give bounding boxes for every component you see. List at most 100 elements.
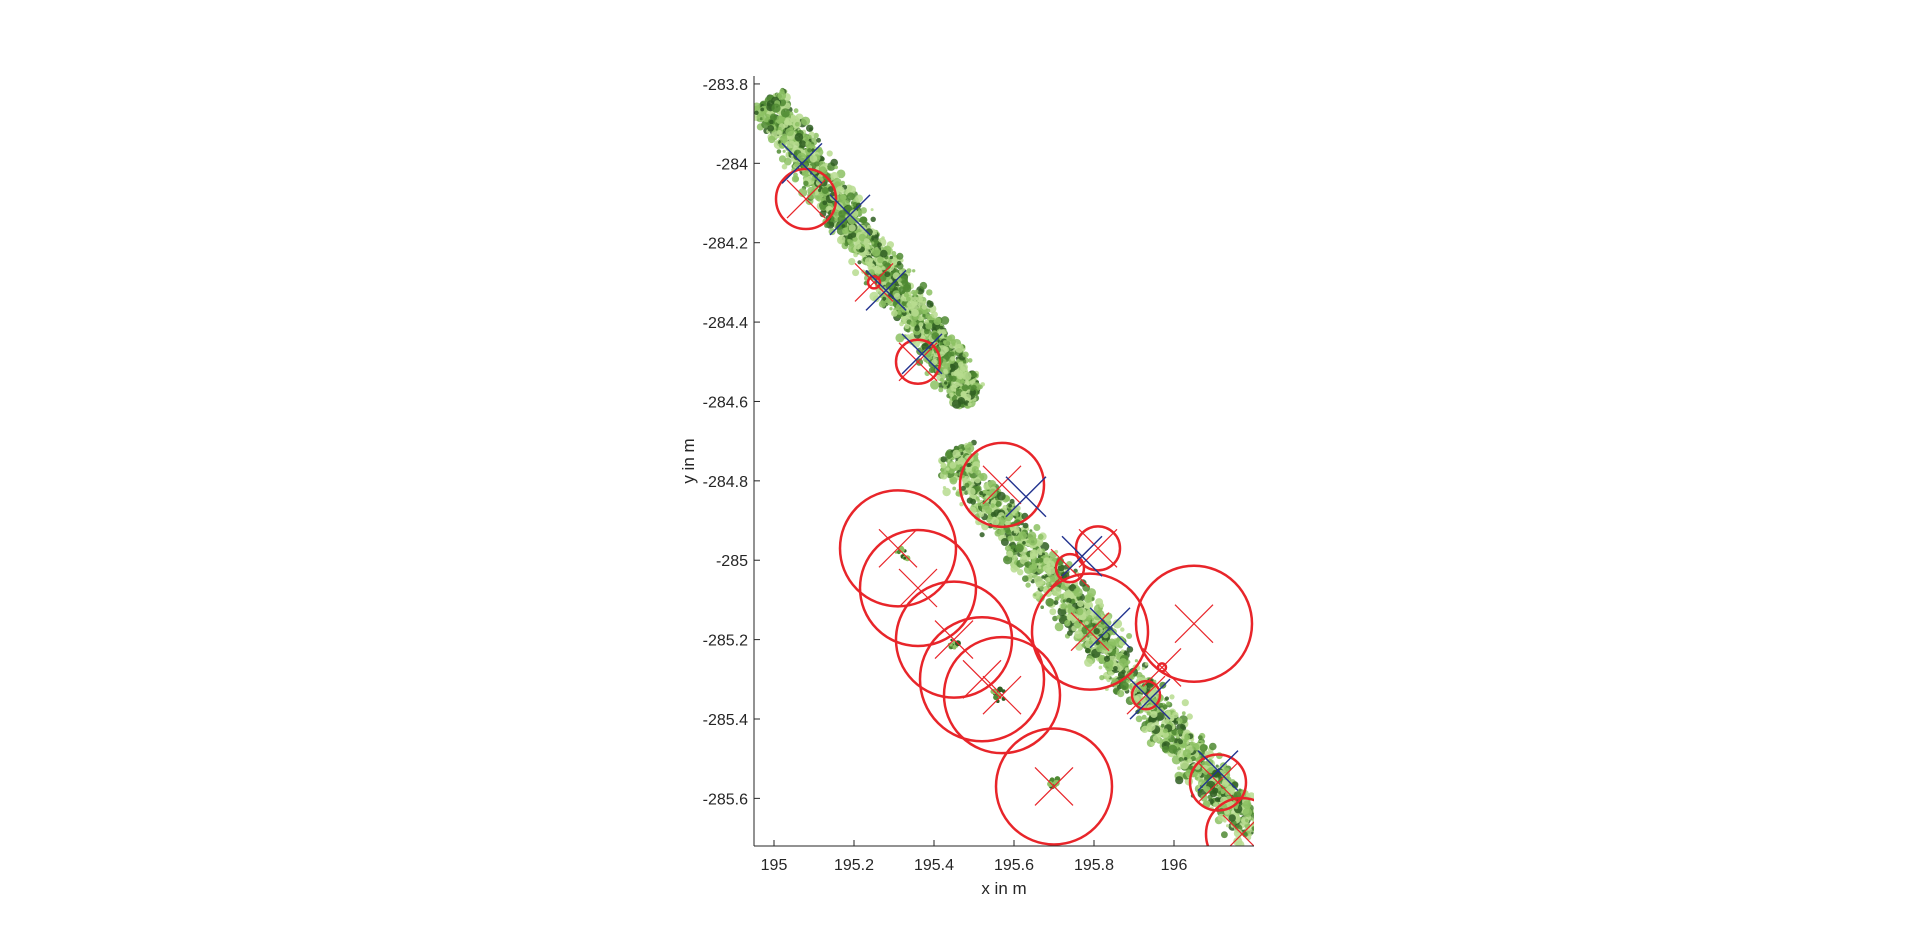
foliage-point (949, 462, 957, 469)
foliage-point (1160, 723, 1165, 728)
foliage-point (1172, 711, 1179, 719)
foliage-point (832, 177, 842, 187)
foliage-point (960, 391, 967, 398)
foliage-point (1255, 823, 1261, 829)
x-tick-label: 195.4 (914, 857, 954, 874)
foliage-point (1009, 498, 1015, 504)
foliage-point (1006, 521, 1011, 526)
detected-tree-circle (1156, 662, 1168, 673)
foliage-point (1033, 524, 1041, 531)
foliage-point (830, 191, 836, 197)
foliage-point (1159, 681, 1167, 689)
foliage-point (1052, 586, 1062, 596)
foliage-point (1258, 821, 1265, 828)
foliage-point (1073, 587, 1083, 597)
detected-tree-circle (994, 727, 1114, 846)
foliage-point (942, 487, 951, 497)
reference-tree-cross-b (1197, 750, 1239, 792)
foliage-point (803, 180, 809, 186)
foliage-point (970, 386, 975, 392)
foliage-point (1042, 565, 1050, 572)
foliage-point (841, 224, 846, 229)
foliage-point (1056, 615, 1061, 619)
foliage-point (1040, 605, 1044, 609)
foliage-point (931, 332, 940, 341)
foliage-point (952, 449, 961, 459)
foliage-point (895, 333, 905, 343)
foliage-point (1135, 715, 1143, 723)
foliage-point (1161, 746, 1169, 753)
foliage-point (956, 387, 960, 391)
foliage-point (868, 269, 875, 276)
foliage-point (1034, 575, 1044, 586)
detected-tree-circle (1130, 679, 1162, 711)
foliage-point (1067, 630, 1073, 636)
y-tick-label: -283.8 (703, 77, 748, 94)
foliage-point (1079, 579, 1087, 587)
foliage-point (942, 368, 948, 374)
foliage-point (925, 313, 930, 318)
foliage-point (938, 387, 944, 393)
foliage-point (771, 103, 781, 113)
foliage-point (870, 208, 874, 212)
foliage-point (1186, 713, 1193, 720)
foliage-point (975, 496, 980, 500)
foliage-point (1220, 790, 1225, 795)
foliage-point (960, 379, 965, 384)
foliage-point (826, 150, 833, 157)
foliage-point (1189, 741, 1194, 746)
foliage-point (1248, 833, 1252, 837)
x-tick-label: 195 (761, 857, 788, 874)
foliage-point (854, 242, 862, 250)
foliage-point (754, 116, 758, 121)
reference-tree-cross-b (865, 269, 907, 311)
foliage-point (798, 188, 808, 198)
foliage-point (1119, 658, 1127, 667)
foliage-point (952, 645, 957, 650)
foliage-point (960, 485, 967, 491)
foliage-point (1007, 535, 1014, 542)
x-tick-label: 195.2 (834, 857, 874, 874)
foliage-point (967, 402, 972, 407)
foliage-point (949, 392, 954, 398)
foliage-point (1163, 728, 1168, 734)
foliage-point (903, 292, 909, 298)
foliage-point (943, 385, 947, 390)
foliage-point (1124, 667, 1129, 672)
foliage-point (1086, 627, 1096, 637)
foliage-point (1166, 701, 1171, 706)
foliage-point (1006, 550, 1014, 558)
foliage-point (868, 258, 874, 263)
foliage-point (881, 266, 886, 271)
foliage-point (988, 488, 997, 498)
foliage-point (1150, 741, 1155, 747)
foliage-point (1197, 735, 1203, 740)
foliage-point (925, 322, 933, 330)
foliage-point (838, 210, 846, 218)
foliage-point (1053, 600, 1059, 605)
foliage-point (946, 467, 950, 471)
foliage-point (922, 313, 926, 318)
foliage-point (1004, 545, 1011, 552)
foliage-point (954, 343, 964, 353)
foliage-point (877, 242, 882, 248)
foliage-point (1022, 575, 1029, 582)
foliage-point (950, 375, 957, 382)
foliage-point (977, 502, 981, 506)
foliage-point (767, 124, 775, 132)
foliage-point (891, 260, 897, 266)
foliage-point (1176, 723, 1185, 732)
foliage-point (1010, 565, 1018, 573)
foliage-point (1045, 581, 1052, 587)
foliage-point (1036, 542, 1040, 547)
foliage-point (1066, 597, 1072, 604)
foliage-point (926, 289, 933, 296)
foliage-point (859, 216, 867, 224)
foliage-point (1036, 547, 1043, 554)
foliage-point (1146, 711, 1151, 716)
foliage-point (1255, 824, 1264, 833)
foliage-point (793, 172, 798, 178)
foliage-point (793, 141, 800, 148)
foliage-point (1045, 598, 1054, 607)
foliage-point (954, 472, 958, 477)
